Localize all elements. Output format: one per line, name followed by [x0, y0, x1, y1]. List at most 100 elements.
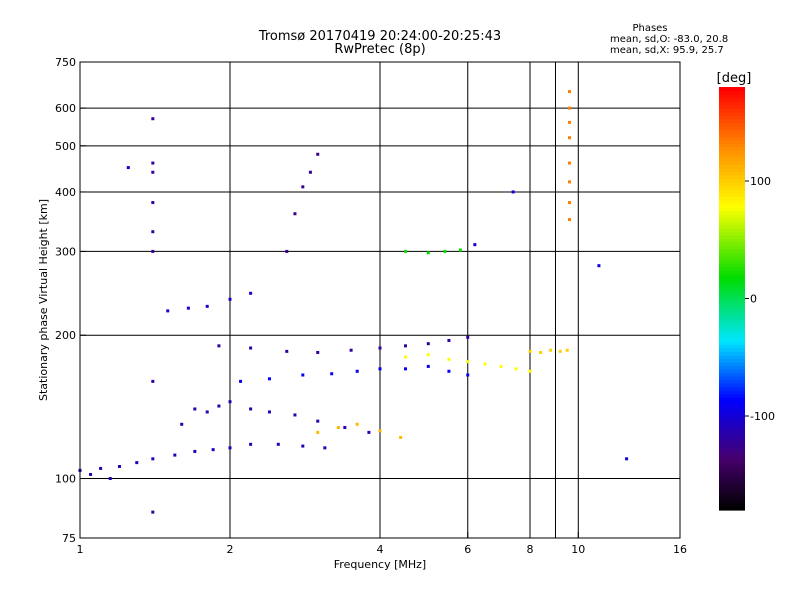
colorbar-segment	[719, 344, 745, 349]
colorbar-segment	[719, 393, 745, 398]
data-point	[443, 249, 447, 253]
data-point	[316, 430, 320, 434]
stats-line-o: mean, sd,O: -83.0, 20.8	[610, 34, 728, 45]
data-point	[625, 457, 629, 461]
colorbar-segment	[719, 506, 745, 511]
data-point	[151, 457, 155, 461]
colorbar-segment	[719, 284, 745, 289]
colorbar-segment	[719, 376, 745, 381]
colorbar-segment	[719, 150, 745, 155]
colorbar-segment	[719, 379, 745, 384]
colorbar-label: [deg]	[717, 71, 752, 86]
data-point	[323, 446, 327, 450]
colorbar-segment	[719, 231, 745, 236]
colorbar-segment	[719, 245, 745, 250]
data-point	[466, 335, 470, 339]
colorbar-segment	[719, 354, 745, 360]
y-tick-label: 300	[55, 245, 76, 258]
colorbar-segment	[719, 358, 745, 363]
colorbar-segment	[719, 474, 745, 479]
colorbar-segment	[719, 203, 745, 208]
colorbar-segment	[719, 347, 745, 352]
data-point	[367, 430, 371, 434]
colorbar-segment	[719, 305, 745, 310]
data-point	[355, 422, 359, 426]
colorbar-segment	[719, 220, 745, 226]
colorbar-segment	[719, 397, 745, 402]
data-point	[343, 425, 347, 429]
data-point	[249, 442, 253, 446]
data-point	[193, 407, 197, 411]
colorbar-segment	[719, 460, 745, 465]
colorbar-segment	[719, 263, 745, 268]
data-point	[567, 90, 571, 94]
y-tick-label: 200	[55, 329, 76, 342]
data-point	[378, 429, 382, 433]
x-tick-label: 6	[464, 543, 471, 556]
colorbar-segment	[719, 450, 745, 455]
data-point	[336, 425, 340, 429]
colorbar-segment	[719, 499, 745, 504]
scatter-points	[78, 90, 629, 514]
colorbar-segment	[719, 471, 745, 476]
data-point	[316, 419, 320, 423]
data-point	[567, 218, 571, 222]
colorbar-segment	[719, 132, 745, 137]
colorbar-segment	[719, 386, 745, 391]
colorbar-segment	[719, 224, 745, 229]
colorbar-segment	[719, 404, 745, 409]
colorbar-segment	[719, 157, 745, 162]
colorbar-segment	[719, 372, 745, 377]
colorbar-segment	[719, 101, 745, 106]
data-point	[186, 306, 190, 310]
data-point	[151, 161, 155, 165]
colorbar-segment	[719, 171, 745, 176]
colorbar-segment	[719, 291, 745, 296]
data-point	[355, 369, 359, 373]
data-point	[473, 243, 477, 247]
data-point	[349, 348, 353, 352]
data-point	[565, 348, 569, 352]
colorbar-segment	[719, 351, 745, 356]
data-point	[211, 448, 215, 452]
colorbar-segment	[719, 287, 745, 293]
colorbar-segment	[719, 485, 745, 490]
colorbar-segment	[719, 228, 745, 233]
colorbar-segment	[719, 309, 745, 314]
data-point	[267, 377, 271, 381]
colorbar-segment	[719, 182, 745, 187]
colorbar-segment	[719, 302, 745, 307]
data-point	[99, 466, 103, 470]
colorbar-segment	[719, 453, 745, 458]
data-point	[567, 161, 571, 165]
colorbar-segment	[719, 277, 745, 282]
x-axis-label: Frequency [MHz]	[334, 558, 426, 571]
data-point	[267, 410, 271, 414]
colorbar-segment	[719, 478, 745, 483]
data-point	[567, 180, 571, 184]
data-point	[399, 435, 403, 439]
colorbar-segment	[719, 361, 745, 367]
data-point	[293, 413, 297, 417]
colorbar-segment	[719, 161, 745, 166]
colorbar-segment	[719, 259, 745, 264]
colorbar-segment	[719, 414, 745, 419]
colorbar-segment	[719, 238, 745, 243]
colorbar-segment	[719, 217, 745, 222]
colorbar-segment	[719, 213, 745, 219]
data-point	[447, 338, 451, 342]
colorbar-segment	[719, 129, 745, 134]
colorbar-tick-label: 0	[750, 293, 757, 306]
y-tick-label: 400	[55, 186, 76, 199]
colorbar-segment	[719, 294, 745, 300]
y-tick-label: 600	[55, 102, 76, 115]
colorbar-segment	[719, 298, 745, 303]
colorbar-segment	[719, 492, 745, 497]
colorbar-segment	[719, 319, 745, 324]
colorbar-segment	[719, 383, 745, 388]
colorbar-segment	[719, 143, 745, 148]
colorbar-segment	[719, 502, 745, 508]
data-point	[173, 453, 177, 457]
colorbar-segment	[719, 365, 745, 370]
